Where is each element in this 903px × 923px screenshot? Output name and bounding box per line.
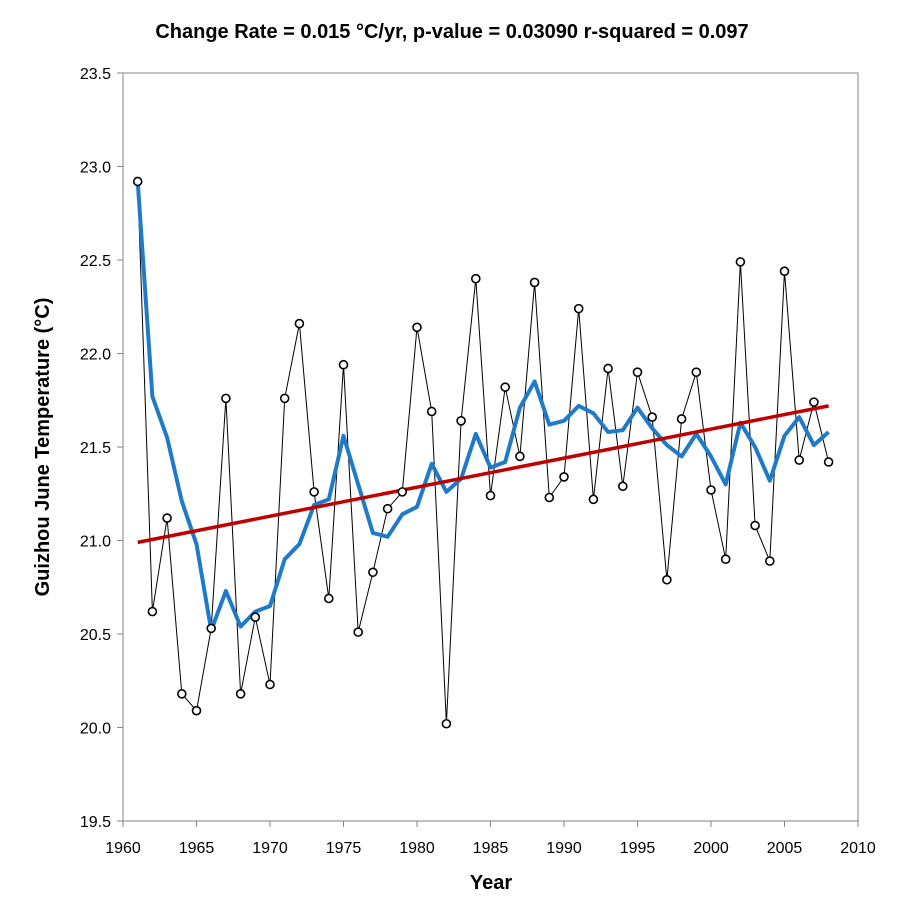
observed-point — [235, 689, 246, 699]
x-tick-label: 1980 — [399, 840, 435, 857]
chart-title: Change Rate = 0.015 °C/yr, p-value = 0.0… — [155, 21, 748, 43]
observed-point — [588, 494, 599, 505]
observed-point — [603, 363, 613, 374]
observed-point — [764, 556, 775, 566]
observed-point — [250, 612, 261, 622]
observed-point — [338, 359, 349, 370]
y-tick-label: 23.5 — [80, 66, 111, 83]
y-tick-label: 23.0 — [80, 160, 111, 177]
observed-point — [441, 718, 452, 729]
x-axis-ticks: 1960 1965 1970 1975 1980 1985 1990 1995 2000 2005… — [105, 821, 876, 857]
y-tick-label: 19.5 — [80, 814, 111, 831]
observed-point — [279, 393, 290, 404]
observed-point — [221, 393, 231, 404]
observed-point — [515, 451, 525, 462]
observed-point — [617, 481, 628, 492]
y-tick-label: 20.0 — [80, 721, 111, 738]
observed-point — [706, 485, 716, 495]
observed-point — [294, 318, 305, 329]
observed-point — [177, 689, 187, 699]
observed-point — [323, 593, 334, 604]
x-axis-label: Year — [470, 872, 512, 894]
y-axis-label: Guizhou June Temperature (°C) — [32, 298, 54, 597]
observed-point — [647, 412, 658, 422]
observed-point — [353, 627, 364, 637]
observed-point — [809, 397, 819, 407]
y-axis-ticks: 19.5 20.0 20.5 21.0 21.5 22.0 22.5 23.0 23.5 — [80, 66, 123, 831]
x-tick-label: 1970 — [252, 840, 288, 857]
observed-point — [632, 367, 643, 378]
observed-point — [662, 574, 672, 585]
observed-point — [426, 406, 437, 417]
observed-point — [559, 472, 569, 482]
x-tick-label: 1995 — [620, 840, 656, 857]
observed-point — [691, 367, 702, 378]
observed-point — [456, 416, 466, 426]
observed-point — [676, 414, 687, 424]
y-tick-label: 22.0 — [80, 347, 111, 364]
observed-point — [573, 303, 584, 314]
observed-point — [823, 457, 834, 467]
observed-point — [368, 567, 378, 578]
observed-point — [147, 606, 158, 617]
observed-point — [206, 623, 216, 634]
y-tick-label: 22.5 — [80, 253, 111, 270]
observed-point — [720, 554, 731, 565]
observed-point — [132, 176, 143, 187]
x-tick-label: 2000 — [693, 840, 729, 857]
trend-line — [137, 404, 829, 545]
y-tick-label: 21.5 — [80, 440, 111, 457]
x-tick-label: 1975 — [326, 840, 362, 857]
y-tick-label: 20.5 — [80, 627, 111, 644]
observed-point — [500, 382, 511, 392]
x-tick-label: 1960 — [105, 840, 141, 857]
observed-point — [309, 487, 319, 497]
observed-point — [779, 266, 790, 277]
x-tick-label: 2005 — [767, 840, 803, 857]
observed-point — [750, 520, 760, 531]
observed-point — [162, 513, 172, 523]
observed-point — [794, 455, 805, 465]
observed-point — [470, 273, 481, 284]
observed-point — [485, 490, 496, 501]
series-layer — [132, 176, 834, 729]
observed-series-line — [137, 181, 830, 724]
x-tick-label: 2010 — [840, 840, 876, 857]
y-tick-label: 21.0 — [80, 534, 111, 551]
observed-point — [382, 503, 393, 514]
x-tick-label: 1990 — [546, 840, 582, 857]
observed-point — [412, 322, 422, 333]
observed-point — [397, 487, 408, 497]
observed-point — [544, 492, 555, 503]
x-tick-label: 1965 — [179, 840, 215, 857]
observed-point — [529, 277, 540, 288]
observed-point — [735, 257, 746, 267]
observed-point — [191, 705, 202, 716]
x-tick-label: 1985 — [473, 840, 509, 857]
plot-area — [122, 72, 859, 822]
observed-point — [265, 679, 275, 690]
